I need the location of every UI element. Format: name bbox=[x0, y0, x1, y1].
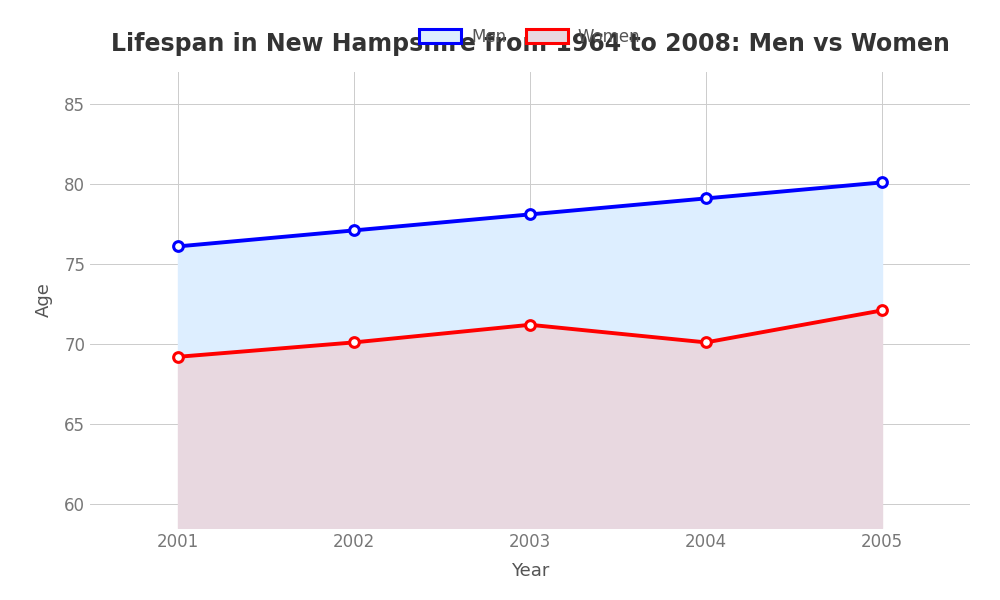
Title: Lifespan in New Hampshire from 1964 to 2008: Men vs Women: Lifespan in New Hampshire from 1964 to 2… bbox=[111, 32, 949, 56]
Y-axis label: Age: Age bbox=[35, 283, 53, 317]
Legend: Men, Women: Men, Women bbox=[413, 21, 647, 52]
X-axis label: Year: Year bbox=[511, 562, 549, 580]
